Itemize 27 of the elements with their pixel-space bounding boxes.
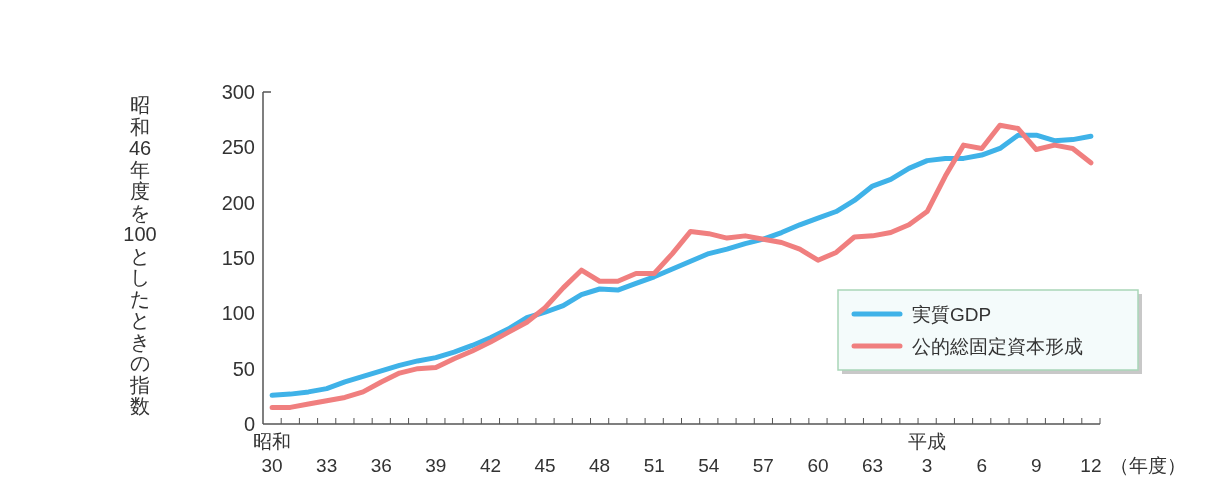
x-tick-label: 48: [589, 455, 611, 476]
y-tick-label: 150: [221, 247, 255, 269]
y-tick-label: 50: [232, 357, 255, 380]
x-tick-label: 39: [425, 455, 447, 476]
x-tick-label: 9: [1031, 455, 1042, 476]
y-tick-label: 100: [221, 302, 255, 325]
x-tick-label: 36: [370, 455, 392, 476]
y-tick-label: 0: [243, 413, 255, 435]
y-tick-label: 300: [221, 81, 255, 103]
x-tick-label: 12: [1080, 455, 1102, 476]
x-tick-label: 57: [752, 455, 774, 476]
x-tick-label: 42: [479, 455, 502, 476]
x-tick-label: 63: [861, 455, 884, 476]
legend-label: 実質GDP: [912, 304, 992, 325]
x-tick-label: 33: [316, 455, 338, 476]
x-tick-label: 51: [643, 455, 665, 476]
legend-label: 公的総固定資本形成: [912, 336, 1083, 357]
x-tick-label: 6: [976, 455, 988, 476]
x-tick-label: 45: [534, 455, 556, 476]
x-tick-label: 54: [698, 455, 720, 476]
x-axis-title: （年度）: [1110, 455, 1186, 476]
x-tick-label: 60: [807, 455, 829, 476]
y-tick-label: 200: [221, 191, 255, 214]
text: 昭和46年度を100としたときの指数: [123, 94, 157, 417]
x-tick-label: 平成 3: [908, 431, 947, 476]
x-tick-label: 昭和 30: [253, 431, 292, 476]
y-tick-label: 250: [221, 136, 255, 159]
